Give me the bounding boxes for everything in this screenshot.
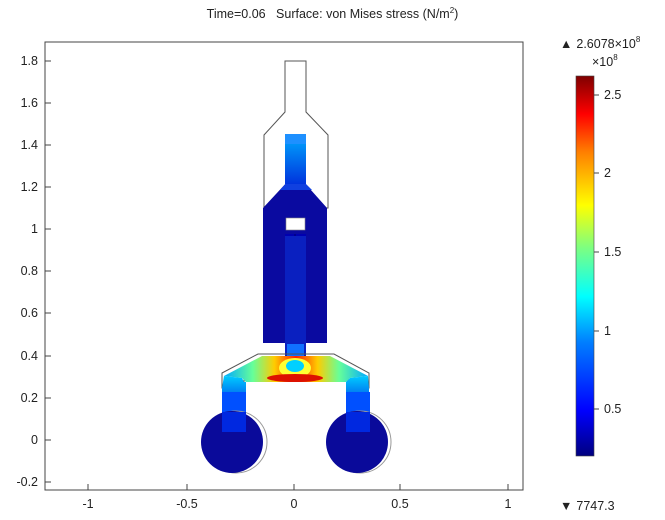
colorbar-ticks: 2.5 2 1.5 1 0.5 <box>594 88 621 416</box>
plot-title: Time=0.06 Surface: von Mises stress (N/m… <box>0 6 665 21</box>
time-label: Time=0.06 <box>206 7 266 22</box>
x-axis: -1 -0.5 0 0.5 1 <box>82 484 512 511</box>
colorbar-tick-label: 1 <box>604 324 611 338</box>
y-tick-label: 1.2 <box>21 180 38 194</box>
scale-base: ×10 <box>592 55 613 69</box>
scale-exponent: 8 <box>613 53 618 62</box>
colorbar-tick-label: 2 <box>604 166 611 180</box>
x-tick-label: 1 <box>505 497 512 511</box>
y-tick-label: 1.4 <box>21 138 38 152</box>
stem-upper <box>285 134 306 184</box>
colorbar <box>575 75 595 457</box>
unit-close: ) <box>454 7 459 22</box>
joint-center-cyan <box>286 360 304 372</box>
axes-frame <box>44 41 524 491</box>
surface-label: Surface: von Mises stress (N/m <box>276 7 450 22</box>
joint-red-band <box>267 374 323 382</box>
x-tick-label: 0.5 <box>391 497 408 511</box>
left-wheel-hub <box>222 412 246 432</box>
stem-top <box>285 134 306 144</box>
colorbar-min-label: ▼ 7747.3 <box>560 499 615 513</box>
y-tick-label: 1.8 <box>21 54 38 68</box>
colorbar-tick-label: 0.5 <box>604 402 621 416</box>
gap-window <box>285 217 306 231</box>
right-wheel <box>326 411 388 473</box>
y-tick-label: 0.2 <box>21 391 38 405</box>
min-value: 7747.3 <box>576 499 614 513</box>
y-tick-label: 1.6 <box>21 96 38 110</box>
colorbar-tick-label: 1.5 <box>604 245 621 259</box>
y-tick-label: 1 <box>31 222 38 236</box>
colorbar-max-label: ▲ 2.6078×108 <box>560 35 641 51</box>
max-marker: ▲ <box>560 37 572 51</box>
x-tick-label: -1 <box>82 497 93 511</box>
y-axis: 1.8 1.6 1.4 1.2 1 0.8 0.6 0.4 0.2 0 -0.2 <box>16 54 51 489</box>
housing-outline <box>263 60 329 209</box>
min-marker: ▼ <box>560 499 572 513</box>
y-tick-label: 0 <box>31 433 38 447</box>
left-wheel <box>201 411 263 473</box>
x-tick-label: -0.5 <box>176 497 198 511</box>
max-value: 2.6078×10 <box>576 37 635 51</box>
y-tick-label: 0.8 <box>21 264 38 278</box>
y-tick-label: 0.4 <box>21 349 38 363</box>
x-tick-label: 0 <box>291 497 298 511</box>
colorbar-tick-label: 2.5 <box>604 88 621 102</box>
y-tick-label: 0.6 <box>21 306 38 320</box>
y-tick-label: -0.2 <box>16 475 38 489</box>
right-wheel-hub <box>346 412 370 432</box>
stem-lower <box>285 236 306 356</box>
unit-superscript: 2 <box>449 6 455 15</box>
colorbar-scale-label: ×108 <box>592 53 618 69</box>
max-exponent: 8 <box>636 35 641 44</box>
